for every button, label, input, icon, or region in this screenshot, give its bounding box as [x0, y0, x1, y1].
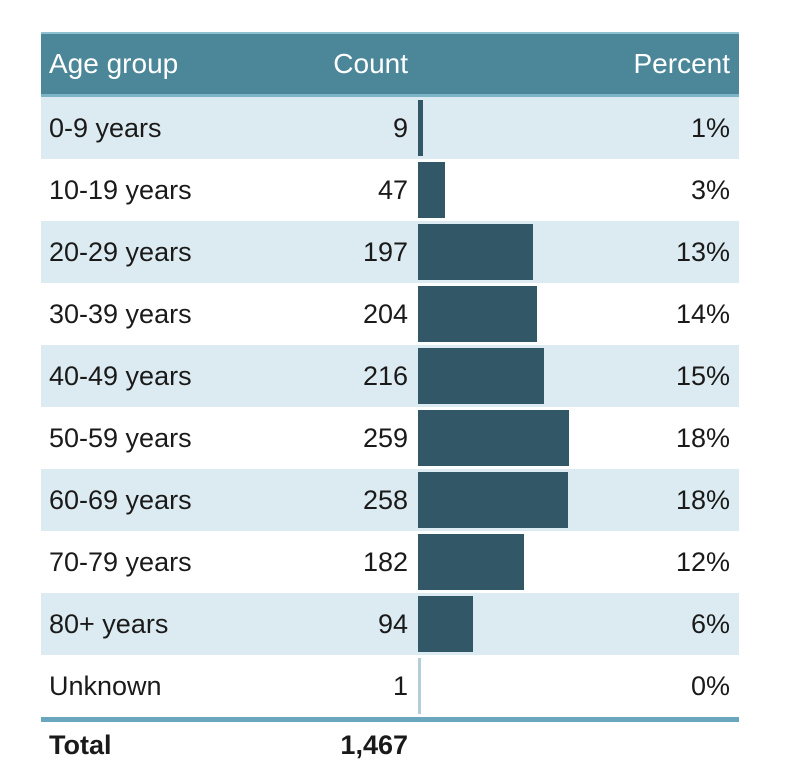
percent-value: 18% — [675, 485, 730, 515]
count-bar — [418, 410, 569, 466]
count-value: 216 — [362, 361, 408, 391]
table-row: 40-49 years 216 15% — [41, 345, 739, 407]
count-bar — [418, 596, 473, 652]
age-group-label: 80+ years — [49, 609, 169, 639]
count-bar-zone — [408, 655, 589, 717]
table-row: 30-39 years 204 14% — [41, 283, 739, 345]
count-bar — [418, 658, 421, 714]
column-header-percent: Percent — [633, 48, 731, 79]
table-row: 70-79 years 182 12% — [41, 531, 739, 593]
count-bar-zone — [408, 159, 589, 221]
total-count-value: 1,467 — [340, 730, 408, 760]
count-bar — [418, 100, 424, 156]
total-bar-spacer — [408, 722, 589, 768]
age-group-label: 50-59 years — [49, 423, 192, 453]
count-bar-zone — [408, 531, 589, 593]
total-separator-line — [41, 717, 739, 722]
count-bar — [418, 534, 525, 590]
table-row: 10-19 years 47 3% — [41, 159, 739, 221]
percent-value: 0% — [690, 671, 730, 701]
count-bar — [418, 348, 544, 404]
count-bar — [418, 472, 569, 528]
percent-value: 13% — [675, 237, 730, 267]
table-row: 0-9 years 9 1% — [41, 97, 739, 159]
age-group-label: 0-9 years — [49, 113, 162, 143]
table-row: Unknown 1 0% — [41, 655, 739, 717]
table-row: 60-69 years 258 18% — [41, 469, 739, 531]
table-body: 0-9 years 9 1% 10-19 years 47 3% 20-29 y… — [41, 97, 739, 717]
count-value: 204 — [362, 299, 408, 329]
count-bar-zone — [408, 221, 589, 283]
count-bar — [418, 162, 446, 218]
table-row: 80+ years 94 6% — [41, 593, 739, 655]
count-bar-zone — [408, 593, 589, 655]
count-value: 94 — [377, 609, 408, 639]
age-group-label: 70-79 years — [49, 547, 192, 577]
column-header-bar-spacer — [408, 34, 589, 94]
table-row: 20-29 years 197 13% — [41, 221, 739, 283]
percent-value: 3% — [690, 175, 730, 205]
count-bar-zone — [408, 407, 589, 469]
table-row: 50-59 years 259 18% — [41, 407, 739, 469]
percent-value: 18% — [675, 423, 730, 453]
percent-value: 6% — [690, 609, 730, 639]
total-row: Total 1,467 — [41, 722, 739, 768]
count-bar — [418, 224, 533, 280]
total-label: Total — [49, 730, 112, 760]
count-value: 259 — [362, 423, 408, 453]
percent-value: 12% — [675, 547, 730, 577]
count-value: 47 — [377, 175, 408, 205]
age-group-label: 30-39 years — [49, 299, 192, 329]
age-group-label: 60-69 years — [49, 485, 192, 515]
count-value: 182 — [362, 547, 408, 577]
count-value: 1 — [392, 671, 408, 701]
percent-value: 1% — [690, 113, 730, 143]
count-bar — [418, 286, 537, 342]
table-header-row: Age group Count Percent — [41, 32, 739, 97]
percent-value: 14% — [675, 299, 730, 329]
column-header-age-group: Age group — [49, 48, 179, 79]
age-group-label: Unknown — [49, 671, 162, 701]
total-percent-spacer — [589, 722, 739, 768]
count-bar-zone — [408, 345, 589, 407]
percent-value: 15% — [675, 361, 730, 391]
age-group-label: 40-49 years — [49, 361, 192, 391]
age-distribution-table: Age group Count Percent 0-9 years 9 1% 1… — [41, 32, 739, 768]
column-header-count: Count — [333, 48, 408, 79]
count-value: 197 — [362, 237, 408, 267]
count-value: 9 — [392, 113, 408, 143]
count-value: 258 — [362, 485, 408, 515]
age-group-label: 20-29 years — [49, 237, 192, 267]
count-bar-zone — [408, 97, 589, 159]
count-bar-zone — [408, 469, 589, 531]
age-group-label: 10-19 years — [49, 175, 192, 205]
count-bar-zone — [408, 283, 589, 345]
